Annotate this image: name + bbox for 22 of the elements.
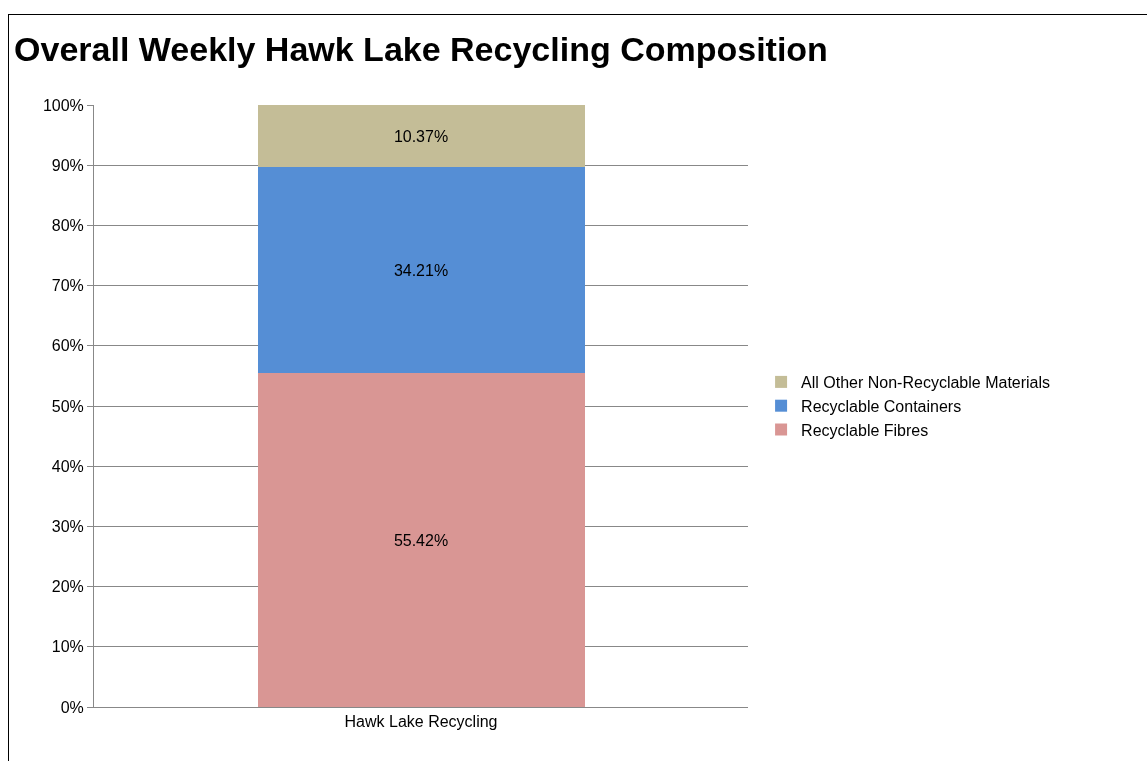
y-tick-label: 10% (51, 638, 84, 656)
legend-label: Recyclable Containers (801, 397, 962, 415)
y-tick-label: 50% (51, 397, 84, 415)
legend-label: All Other Non-Recyclable Materials (801, 374, 1051, 392)
y-tick-label: 60% (51, 337, 84, 355)
y-tick-label: 100% (42, 96, 84, 114)
legend-label: Recyclable Fibres (801, 421, 929, 439)
x-tick-label: Hawk Lake Recycling (344, 713, 498, 731)
data-label: 55.42% (393, 531, 449, 549)
y-tick-label: 0% (60, 698, 84, 716)
bar (257, 105, 585, 168)
y-tick-label: 20% (51, 578, 84, 596)
bar (257, 167, 585, 374)
data-label: 34.21% (393, 261, 449, 279)
y-tick-label: 70% (51, 277, 84, 295)
bar (257, 373, 585, 707)
y-tick-label: 90% (51, 156, 84, 174)
y-tick-label: 30% (51, 518, 84, 535)
y-tick-label: 40% (51, 457, 84, 475)
y-tick-label: 80% (51, 217, 84, 234)
data-label: 10.37% (393, 127, 449, 145)
chart-title: Overall Weekly Hawk Lake Recycling Composition (14, 30, 828, 69)
